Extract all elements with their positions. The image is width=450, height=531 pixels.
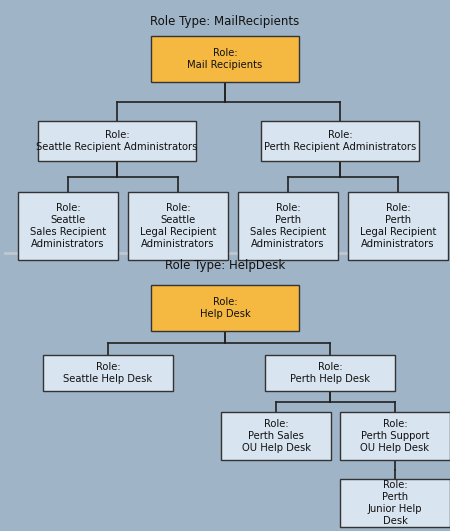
- Text: Role:
Perth
Legal Recipient
Administrators: Role: Perth Legal Recipient Administrato…: [360, 203, 436, 249]
- Text: Role:
Perth Support
OU Help Desk: Role: Perth Support OU Help Desk: [360, 419, 429, 453]
- Text: Role:
Seattle
Sales Recipient
Administrators: Role: Seattle Sales Recipient Administra…: [30, 203, 106, 249]
- FancyBboxPatch shape: [261, 121, 419, 161]
- Text: Role:
Perth Help Desk: Role: Perth Help Desk: [290, 362, 370, 384]
- FancyBboxPatch shape: [43, 355, 173, 391]
- FancyBboxPatch shape: [265, 355, 395, 391]
- FancyBboxPatch shape: [38, 121, 196, 161]
- Text: Role:
Seattle Recipient Administrators: Role: Seattle Recipient Administrators: [36, 130, 198, 152]
- Text: Role:
Perth Sales
OU Help Desk: Role: Perth Sales OU Help Desk: [242, 419, 310, 453]
- Text: Role:
Seattle Help Desk: Role: Seattle Help Desk: [63, 362, 153, 384]
- FancyBboxPatch shape: [151, 36, 299, 82]
- FancyBboxPatch shape: [348, 192, 448, 260]
- Text: Role Type: MailRecipients: Role Type: MailRecipients: [150, 14, 300, 28]
- Text: Role Type: HelpDesk: Role Type: HelpDesk: [165, 260, 285, 272]
- Text: Role:
Perth
Sales Recipient
Administrators: Role: Perth Sales Recipient Administrato…: [250, 203, 326, 249]
- Text: Role:
Perth
Junior Help
Desk: Role: Perth Junior Help Desk: [368, 480, 422, 526]
- FancyBboxPatch shape: [221, 412, 331, 460]
- FancyBboxPatch shape: [340, 412, 450, 460]
- FancyBboxPatch shape: [151, 285, 299, 331]
- FancyBboxPatch shape: [238, 192, 338, 260]
- Text: Role:
Perth Recipient Administrators: Role: Perth Recipient Administrators: [264, 130, 416, 152]
- Text: Role:
Mail Recipients: Role: Mail Recipients: [187, 48, 263, 70]
- FancyBboxPatch shape: [128, 192, 228, 260]
- Text: Role:
Seattle
Legal Recipient
Administrators: Role: Seattle Legal Recipient Administra…: [140, 203, 216, 249]
- Text: Role:
Help Desk: Role: Help Desk: [200, 297, 250, 319]
- FancyBboxPatch shape: [340, 479, 450, 527]
- FancyBboxPatch shape: [18, 192, 118, 260]
